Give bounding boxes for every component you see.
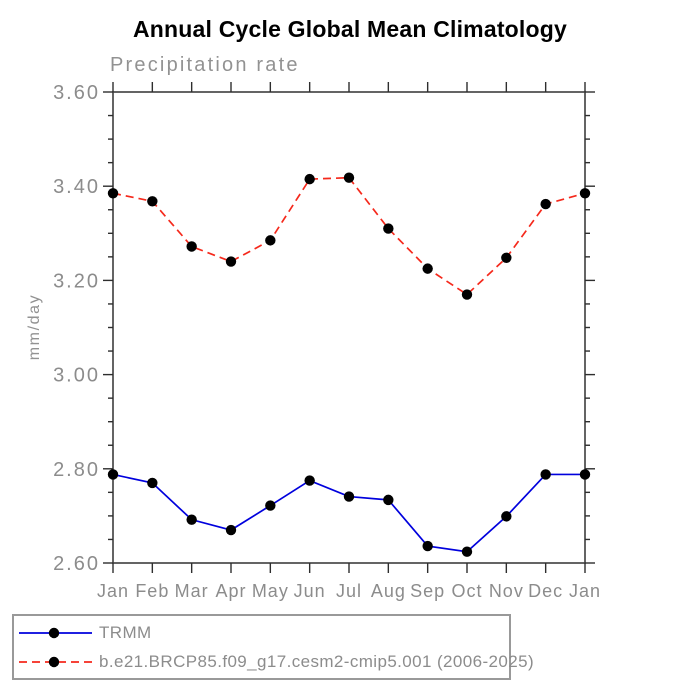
svg-text:2.60: 2.60 [53,553,100,575]
svg-text:Sep: Sep [410,581,445,601]
svg-text:Jan: Jan [97,581,129,601]
chart-subtitle: Precipitation rate [110,54,300,76]
svg-text:Apr: Apr [215,581,246,601]
legend-item-model: b.e21.BRCP85.f09_g17.cesm2-cmip5.001 (20… [14,647,534,676]
legend-item-trmm: TRMM [14,618,509,647]
svg-text:Feb: Feb [135,581,169,601]
svg-text:3.40: 3.40 [53,176,100,198]
svg-text:Jun: Jun [294,581,326,601]
plot-area: Jan Feb Mar Apr May Jun Jul Aug Sep Oct Nov Dec Jan 2… [53,82,601,601]
svg-text:Dec: Dec [528,581,563,601]
svg-text:Oct: Oct [451,581,482,601]
svg-text:Jul: Jul [336,581,362,601]
legend-label-model: b.e21.BRCP85.f09_g17.cesm2-cmip5.001 (20… [99,651,535,671]
legend: TRMM b.e21.BRCP85.f09_g17.cesm2-cmip5.00… [12,614,534,680]
legend-line-sample-solid [19,627,92,638]
chart-title: Annual Cycle Global Mean Climatology [132,16,568,42]
svg-text:3.60: 3.60 [53,82,100,104]
legend-label-trmm: TRMM [99,622,152,642]
svg-text:Jan: Jan [569,581,601,601]
svg-text:3.00: 3.00 [53,365,100,387]
svg-text:Mar: Mar [175,581,209,601]
svg-text:Nov: Nov [489,581,524,601]
svg-text:Aug: Aug [371,581,406,601]
svg-text:2.80: 2.80 [53,459,100,481]
svg-text:May: May [252,581,289,601]
svg-text:3.20: 3.20 [53,270,100,292]
legend-line-sample-dashed [19,656,92,667]
